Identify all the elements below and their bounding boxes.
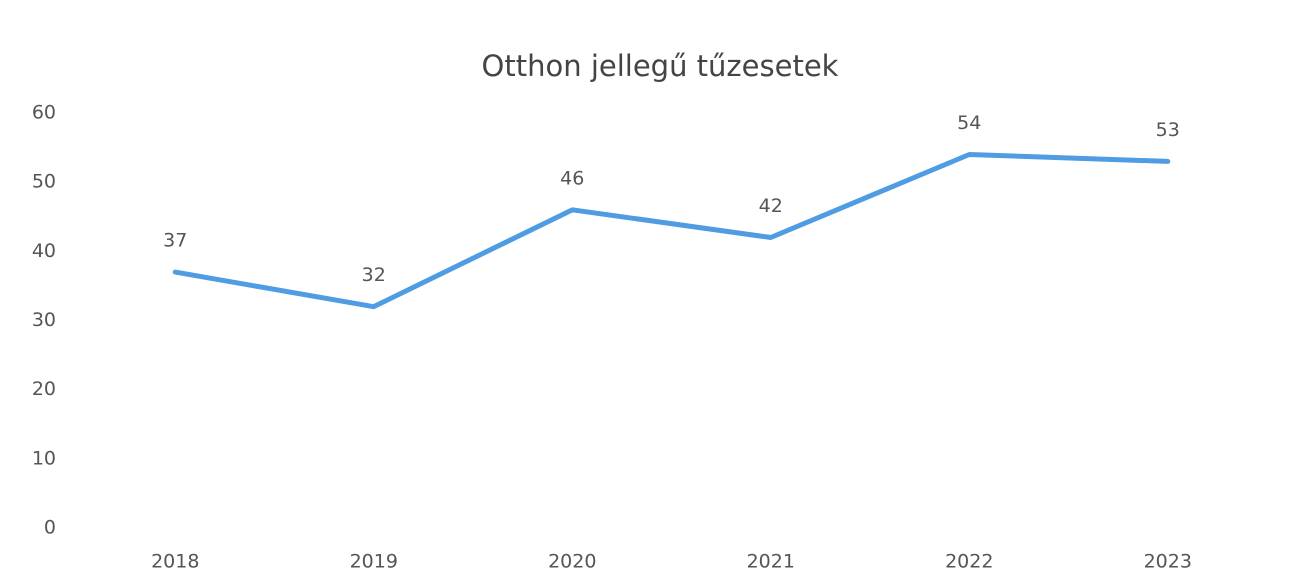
x-tick-label: 2022 (945, 551, 993, 573)
data-label: 53 (1156, 119, 1180, 141)
y-tick-label: 20 (32, 378, 56, 400)
x-tick-label: 2023 (1144, 551, 1192, 573)
data-label: 37 (163, 230, 187, 252)
y-tick-label: 0 (44, 517, 56, 539)
y-tick-label: 40 (32, 240, 56, 262)
data-label: 42 (759, 195, 783, 217)
x-tick-label: 2020 (548, 551, 596, 573)
x-tick-label: 2018 (151, 551, 199, 573)
y-tick-label: 50 (32, 171, 56, 193)
chart-title: Otthon jellegű tűzesetek (482, 49, 839, 83)
x-tick-label: 2021 (747, 551, 795, 573)
x-tick-label: 2019 (350, 551, 398, 573)
data-label: 46 (560, 167, 584, 189)
data-label: 54 (957, 112, 981, 134)
y-tick-label: 10 (32, 447, 56, 469)
y-tick-label: 60 (32, 102, 56, 124)
data-label: 32 (362, 264, 386, 286)
y-tick-label: 30 (32, 309, 56, 331)
line (172, 152, 1171, 310)
